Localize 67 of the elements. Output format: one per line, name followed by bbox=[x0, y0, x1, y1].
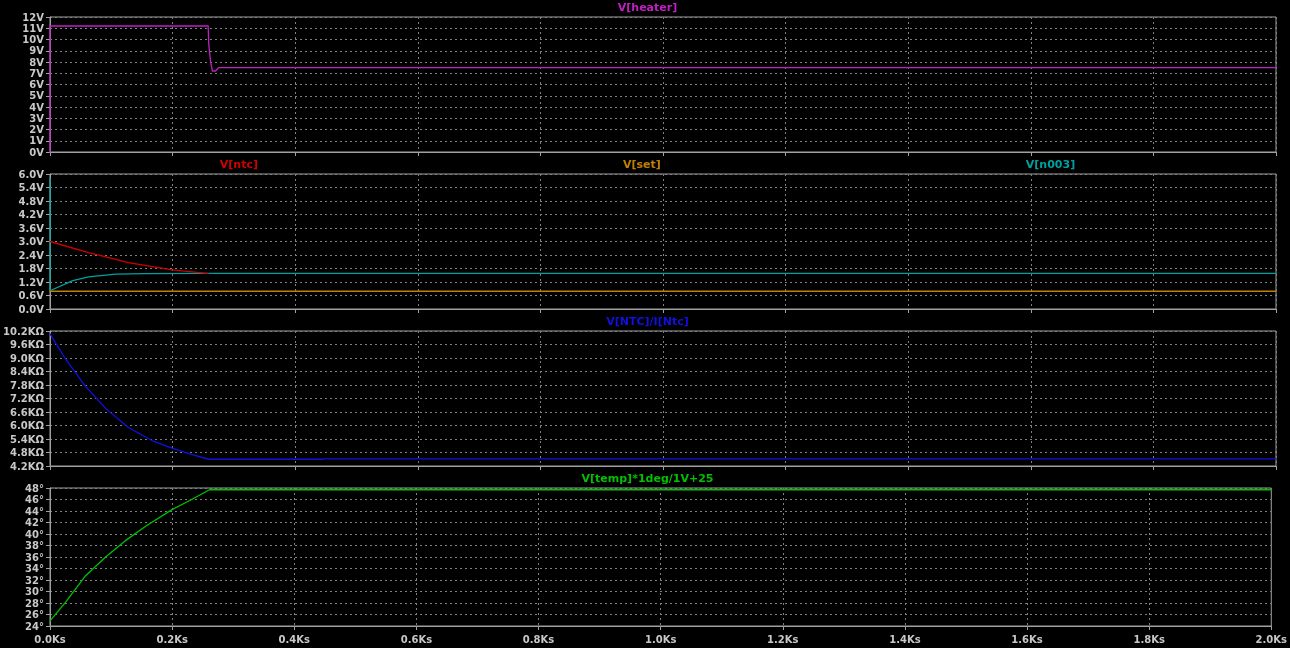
text: V[set] bbox=[622, 158, 661, 171]
x-tick-label: 0.8Ks bbox=[522, 633, 555, 645]
y-tick-label: 7.2KΩ bbox=[10, 393, 45, 404]
y-tick-label: 3V bbox=[29, 112, 45, 124]
y-tick-label: 40° bbox=[25, 528, 44, 540]
y-tick-label: 5.4V bbox=[18, 182, 45, 193]
x-tick-label: 0.6Ks bbox=[400, 633, 433, 645]
text: V[NTC]/I[Ntc] bbox=[606, 315, 689, 328]
x-tick-label: 1.0Ks bbox=[644, 633, 677, 645]
y-tick-label: 3.6V bbox=[18, 222, 45, 234]
y-tick-label: 38° bbox=[25, 540, 44, 551]
y-tick-label: 30° bbox=[25, 586, 44, 597]
y-tick-label: 36° bbox=[25, 551, 44, 563]
series-label: V[temp]*1deg/1V+25 bbox=[581, 472, 714, 485]
y-tick-label: 42° bbox=[25, 517, 44, 528]
y-tick-label: 9.0KΩ bbox=[10, 352, 45, 364]
y-tick-label: 10.2KΩ bbox=[3, 325, 45, 337]
y-tick-label: 1.2V bbox=[18, 276, 45, 288]
y-tick-label: 4.2KΩ bbox=[10, 460, 45, 472]
y-tick-label: 5.4KΩ bbox=[10, 433, 45, 445]
y-tick-label: 5V bbox=[29, 90, 45, 102]
text: V[ntc] bbox=[219, 158, 258, 171]
y-tick-label: 24° bbox=[25, 620, 44, 632]
y-tick-label: 12V bbox=[22, 11, 45, 23]
y-tick-label: 8.4KΩ bbox=[10, 366, 45, 377]
y-tick-label: 2V bbox=[29, 124, 45, 135]
y-tick-label: 6.6KΩ bbox=[10, 406, 45, 418]
text: V[heater] bbox=[617, 1, 678, 14]
x-tick-label: 1.8Ks bbox=[1133, 633, 1165, 645]
text: V[n003] bbox=[1025, 158, 1076, 171]
y-tick-label: 7V bbox=[29, 67, 45, 79]
x-tick-label: 1.6Ks bbox=[1011, 633, 1043, 645]
x-tick-label: 2.0Ks bbox=[1255, 633, 1288, 645]
y-tick-label: 6.0V bbox=[18, 168, 45, 180]
y-tick-label: 2.4V bbox=[18, 249, 45, 261]
y-tick-label: 48° bbox=[25, 482, 44, 494]
line-series bbox=[49, 240, 209, 275]
y-tick-label: 0V bbox=[29, 146, 45, 158]
x-tick-label: 1.4Ks bbox=[889, 633, 921, 645]
x-tick-label: 0.0Ks bbox=[34, 633, 66, 645]
y-tick-label: 32° bbox=[25, 574, 44, 586]
y-tick-label: 11V bbox=[22, 22, 45, 34]
x-tick-label: 1.2Ks bbox=[767, 633, 799, 645]
y-tick-label: 34° bbox=[25, 563, 44, 574]
x-tick-label: 0.2Ks bbox=[156, 633, 188, 645]
y-tick-label: 0.6V bbox=[18, 290, 45, 301]
y-tick-label: 44° bbox=[25, 505, 44, 517]
y-tick-label: 0.0V bbox=[18, 303, 45, 315]
line-series bbox=[49, 489, 1272, 622]
y-tick-label: 1.8V bbox=[18, 263, 45, 274]
y-tick-label: 4.2V bbox=[18, 209, 45, 220]
y-tick-label: 46° bbox=[25, 494, 44, 505]
y-tick-label: 9V bbox=[29, 45, 45, 57]
y-tick-label: 9.6KΩ bbox=[10, 339, 45, 350]
y-tick-label: 28° bbox=[25, 597, 44, 609]
y-tick-label: 6.0KΩ bbox=[10, 420, 45, 431]
y-tick-label: 26° bbox=[25, 609, 44, 620]
y-tick-label: 6V bbox=[29, 79, 45, 90]
x-tick-label: 0.4Ks bbox=[278, 633, 311, 645]
y-tick-label: 4V bbox=[29, 101, 45, 113]
y-tick-label: 4.8KΩ bbox=[10, 447, 45, 458]
y-tick-label: 10V bbox=[22, 34, 45, 45]
y-tick-label: 1V bbox=[29, 135, 45, 147]
y-tick-label: 4.8V bbox=[18, 195, 45, 207]
y-tick-label: 8V bbox=[29, 56, 45, 68]
y-tick-label: 3.0V bbox=[18, 236, 45, 247]
y-tick-label: 7.8KΩ bbox=[10, 379, 45, 391]
